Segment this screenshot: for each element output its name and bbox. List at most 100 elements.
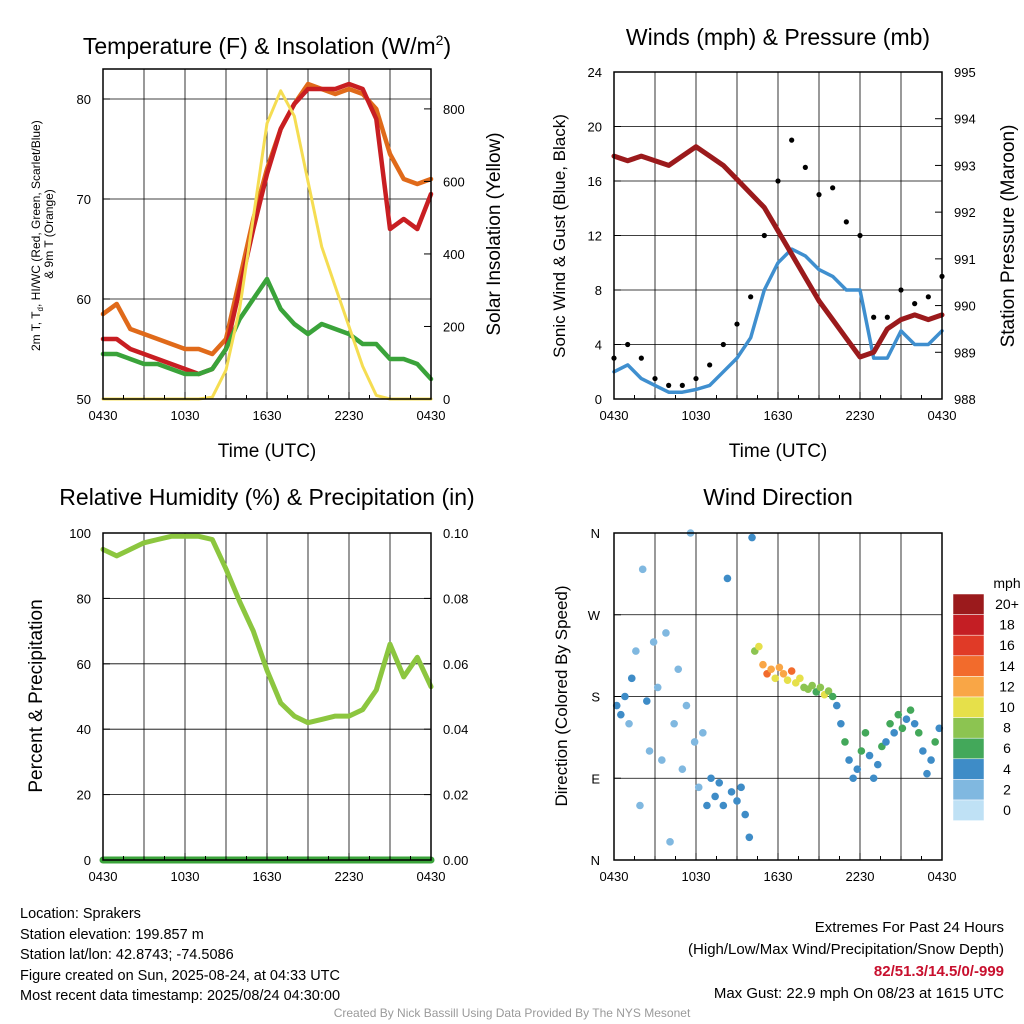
direction-point	[755, 642, 763, 651]
y2-tick-label: 989	[954, 345, 976, 360]
direction-tick-label: E	[591, 771, 600, 786]
y2-tick-label: 988	[954, 392, 976, 407]
gust-point	[830, 185, 836, 191]
extremes-subtitle: (High/Low/Max Wind/Precipitation/Snow De…	[688, 941, 1004, 958]
y2-tick-label: 993	[954, 158, 976, 173]
x-tick-label: 1630	[764, 869, 793, 884]
direction-point	[853, 765, 862, 773]
direction-point	[711, 792, 719, 801]
gust-point	[734, 321, 740, 327]
winds-panel: Winds (mph) & Pressure (mb) 0430 1030 1630…	[550, 24, 1019, 462]
gust-point	[748, 294, 754, 300]
gust-point	[638, 355, 644, 361]
gust-point	[693, 375, 699, 382]
legend-label: 10	[999, 699, 1015, 715]
y2-tick-label: 0.04	[443, 722, 468, 737]
y-tick-label: 0	[595, 392, 602, 407]
y2-tick-label: 994	[954, 112, 976, 127]
direction-point	[682, 701, 691, 710]
temperature-title-sup: 2	[436, 32, 444, 48]
direction-point	[733, 797, 741, 805]
x-tick-label: 0430	[928, 869, 957, 884]
legend-label: 20+	[995, 596, 1019, 612]
humidity-title: Relative Humidity (%) & Precipitation (i…	[59, 484, 474, 510]
direction-point	[841, 738, 849, 746]
direction-point	[796, 674, 804, 683]
y2-tick-label: 400	[443, 247, 465, 262]
gust-point	[871, 314, 877, 320]
y-tick-label: 4	[595, 338, 602, 353]
station-location: Location: Sprakers	[20, 906, 141, 922]
gust-point	[912, 301, 918, 307]
gust-point	[884, 314, 890, 320]
direction-point	[767, 665, 775, 674]
y-tick-label: 24	[588, 65, 602, 80]
direction-point	[699, 729, 707, 737]
winds-xlabel: Time (UTC)	[729, 441, 828, 462]
gust-point	[775, 178, 781, 184]
x-tick-label: 0430	[89, 869, 118, 884]
direction-point	[845, 756, 853, 764]
direction-point	[638, 565, 647, 574]
y-tick-label: 40	[77, 722, 91, 737]
direction-point	[935, 724, 944, 733]
direction-point	[898, 724, 907, 733]
winds-ylabel-right: Station Pressure (Maroon)	[998, 125, 1019, 348]
direction-point	[694, 783, 703, 792]
direction-point	[653, 683, 662, 692]
gust-point	[652, 375, 658, 382]
direction-point	[923, 769, 931, 778]
temperature-ylabel-line2: & 9m T (Orange)	[42, 189, 56, 279]
dewpoint-line	[100, 276, 434, 382]
direction-point	[865, 751, 874, 760]
direction-point	[723, 574, 732, 583]
direction-point	[849, 774, 857, 783]
humidity-ylabel-left: Percent & Precipitation	[26, 599, 47, 792]
relative-humidity-line	[100, 533, 434, 726]
y-tick-label: 80	[77, 92, 91, 107]
direction-point	[894, 710, 903, 719]
recent-timestamp: Most recent data timestamp: 2025/08/24 0…	[20, 988, 341, 1004]
direction-point	[748, 533, 756, 542]
legend-label: 4	[1003, 761, 1011, 777]
direction-point	[703, 801, 711, 810]
x-tick-label: 0430	[89, 408, 118, 423]
direction-point	[927, 756, 935, 764]
y-tick-label: 100	[69, 526, 91, 541]
speed-legend: mph 20+ 18 16 14 12 10 8 6 4 2 0	[952, 575, 1021, 821]
x-tick-label: 2230	[335, 408, 364, 423]
legend-swatch	[952, 614, 985, 636]
direction-point	[670, 719, 678, 728]
legend-swatch	[952, 737, 985, 760]
legend-label: 16	[999, 637, 1015, 653]
direction-point	[715, 778, 724, 787]
direction-point	[886, 719, 894, 728]
legend-label: 14	[999, 658, 1015, 674]
gust-point	[843, 219, 849, 225]
y-tick-label: 8	[595, 283, 602, 298]
legend-label: 6	[1003, 740, 1011, 756]
legend-label: 0	[1003, 802, 1011, 818]
y-tick-label: 16	[588, 174, 602, 189]
y2-tick-label: 200	[443, 319, 465, 334]
direction-point	[678, 765, 687, 773]
y2-tick-label: 0.08	[443, 591, 468, 606]
direction-point	[808, 681, 816, 690]
direction-point	[890, 729, 898, 737]
figure-created: Figure created on Sun, 2025-08-24, at 04…	[20, 967, 340, 984]
y2-tick-label: 990	[954, 299, 976, 314]
direction-point	[645, 747, 654, 755]
legend-label: 2	[1003, 781, 1011, 797]
y-tick-label: 20	[588, 120, 602, 135]
direction-point	[816, 683, 825, 692]
direction-point	[832, 701, 841, 710]
direction-tick-label: S	[591, 690, 600, 705]
direction-point	[666, 838, 674, 846]
temperature-panel: Temperature (F) & Insolation (W/m2) 0430…	[29, 32, 505, 462]
direction-tick-label: N	[591, 853, 600, 868]
direction-point	[617, 710, 625, 719]
temperature-ylabel-left: 2m T, Td, HI/WC (Red, Green, Scarlet/Blu…	[29, 117, 56, 351]
winds-ylabel-left: Sonic Wind & Gust (Blue, Black)	[550, 114, 569, 358]
temperature-ylabel-part-b: , HI/WC (Red, Green, Scarlet/Blue)	[29, 120, 43, 307]
